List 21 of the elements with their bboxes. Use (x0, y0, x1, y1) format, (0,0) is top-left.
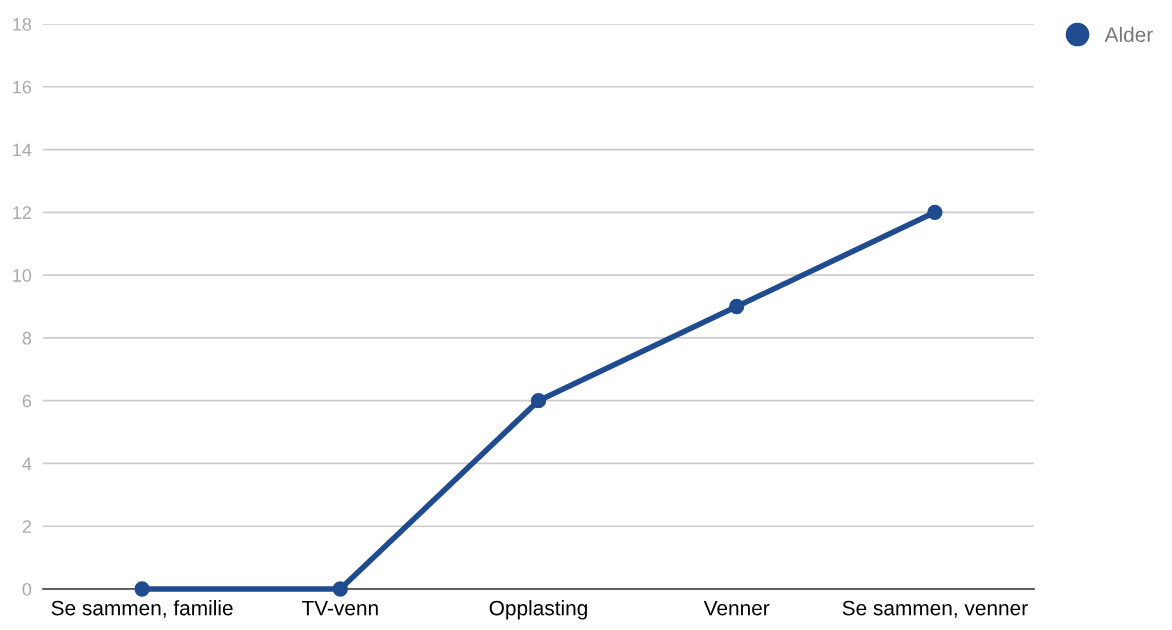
y-tick-label: 10 (13, 269, 32, 282)
point (530, 393, 547, 409)
y-tick-label: 6 (22, 394, 32, 408)
y-tick-label: 14 (13, 143, 32, 157)
x-tick-label: Venner (703, 600, 770, 616)
x-tick-label: Se sammen, familie (51, 600, 233, 618)
point (927, 204, 943, 220)
x-tick-label: Opplasting (489, 600, 587, 620)
point (134, 581, 150, 597)
point (729, 298, 745, 315)
y-tick-label: 12 (13, 206, 31, 219)
y-tick-label: 18 (13, 17, 32, 31)
y-tick-label: 8 (22, 331, 32, 345)
y-tick-label: 0 (22, 582, 32, 596)
y-tick-label: 4 (22, 457, 32, 470)
legend-label: Alder (1104, 26, 1153, 43)
x-tick-label: Se sammen, venner (842, 600, 1028, 618)
x-tick-label: TV-venn (301, 600, 378, 616)
point (332, 581, 348, 597)
y-tick-label: 2 (22, 520, 31, 533)
y-tick-label: 16 (13, 80, 32, 94)
